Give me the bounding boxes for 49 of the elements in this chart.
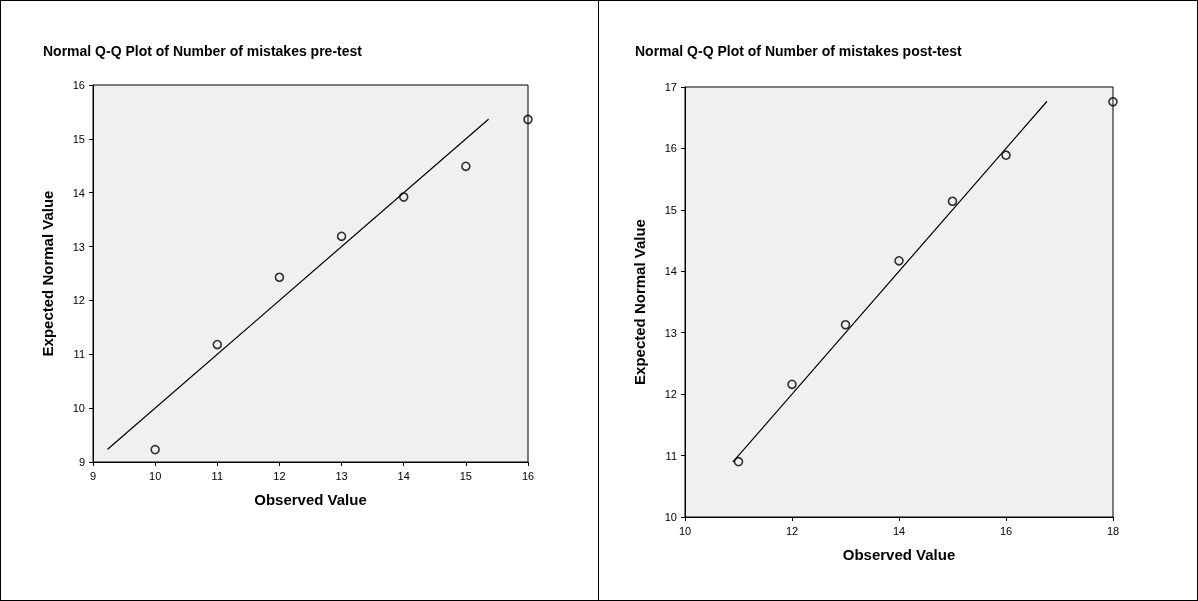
- x-tick-label: 12: [273, 469, 286, 482]
- y-tick-label: 10: [664, 511, 677, 523]
- y-axis-title: Expected Normal Value: [39, 190, 56, 357]
- x-tick-label: 11: [211, 469, 223, 482]
- y-tick-label: 10: [72, 402, 85, 415]
- y-tick-label: 15: [664, 203, 677, 216]
- x-tick-label: 10: [678, 524, 692, 537]
- x-tick-label: 12: [785, 524, 799, 537]
- x-tick-label: 10: [149, 469, 162, 482]
- point: [1001, 150, 1011, 160]
- point: [523, 114, 533, 125]
- y-tick-label: 13: [72, 240, 85, 253]
- x-axis-title: Observed Value: [842, 546, 956, 563]
- point: [894, 256, 904, 266]
- y-tick-label: 15: [72, 132, 85, 145]
- y-tick-label: 9: [78, 456, 85, 468]
- x-tick-label: 16: [999, 524, 1013, 537]
- x-tick-label: 16: [521, 469, 535, 482]
- point: [840, 319, 851, 330]
- x-tick-label: 14: [397, 469, 410, 482]
- point: [274, 272, 285, 283]
- point: [461, 161, 471, 172]
- point: [398, 192, 409, 202]
- x-tick-label: 15: [459, 469, 472, 482]
- point: [947, 196, 958, 207]
- point: [150, 444, 160, 455]
- y-tick-label: 16: [664, 142, 677, 155]
- x-tick-label: 13: [335, 469, 348, 482]
- y-tick-label: 11: [73, 348, 85, 361]
- y-tick-label: 16: [72, 79, 85, 91]
- y-tick-label: 17: [664, 81, 677, 93]
- y-tick-label: 11: [665, 449, 677, 462]
- x-tick-label: 18: [1106, 524, 1120, 537]
- y-tick-label: 12: [664, 388, 677, 401]
- point: [733, 456, 744, 467]
- x-tick-label: 14: [892, 524, 906, 537]
- point: [787, 379, 797, 390]
- y-axis-title: Expected Normal Value: [631, 219, 648, 385]
- point: [1108, 96, 1118, 107]
- y-tick-label: 13: [664, 326, 677, 339]
- x-axis-title: Observed Value: [254, 491, 367, 508]
- x-tick-label: 9: [89, 469, 97, 482]
- chart-title: Normal Q-Q Plot of Number of mistakes post-test: [635, 43, 963, 59]
- point: [336, 231, 347, 242]
- point: [212, 339, 223, 350]
- y-tick-label: 14: [664, 265, 677, 278]
- chart-title: Normal Q-Q Plot of Number of mistakes pre-test: [43, 43, 363, 59]
- y-tick-label: 14: [72, 186, 85, 199]
- y-tick-label: 12: [72, 294, 85, 307]
